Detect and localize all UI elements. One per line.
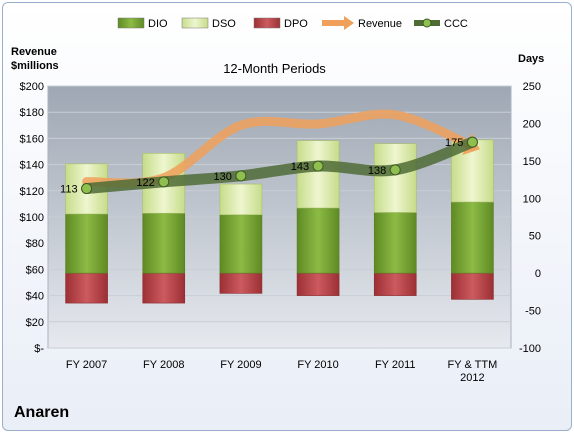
legend-label: DSO — [212, 18, 236, 30]
category-label: FY & TTM — [448, 359, 498, 371]
ccc-data-label: 175 — [445, 137, 463, 149]
legend-label: Revenue — [358, 18, 402, 30]
left-tick-label: $200 — [20, 81, 44, 93]
legend-label: DPO — [284, 18, 308, 30]
category-label: 2012 — [460, 372, 484, 384]
ccc-marker — [466, 136, 478, 148]
dio-bar — [451, 201, 494, 274]
legend: DIO DSO DPO Revenue CCC — [117, 16, 468, 30]
gridlines — [48, 85, 511, 349]
right-tick-label: -50 — [525, 306, 541, 318]
line-series: 113 122 130 143 138 175 — [60, 109, 480, 196]
dpo-bar — [219, 272, 263, 294]
ccc-data-label: 122 — [136, 177, 154, 189]
category-label: FY 2008 — [143, 359, 184, 371]
ccc-marker — [235, 170, 247, 182]
ccc-marker — [81, 183, 93, 195]
left-axis-title-line: $millions — [11, 60, 59, 72]
dpo-bar — [451, 272, 494, 300]
right-tick-label: 0 — [535, 268, 541, 280]
left-tick-label: $140 — [20, 160, 44, 172]
legend-swatch — [181, 17, 209, 29]
category-label: FY 2010 — [297, 359, 338, 371]
right-tick-label: 150 — [523, 156, 541, 168]
left-tick-label: $100 — [20, 212, 44, 224]
left-tick-label: $120 — [20, 186, 44, 198]
ccc-data-label: 138 — [368, 165, 386, 177]
dpo-bar — [142, 272, 186, 304]
left-tick-label: $180 — [20, 107, 44, 119]
ccc-marker — [312, 160, 324, 172]
left-tick-label: $80 — [26, 238, 44, 250]
dso-bar — [296, 140, 340, 209]
legend-marker — [422, 18, 432, 28]
dpo-bar — [296, 272, 340, 296]
legend-swatch — [117, 17, 145, 29]
ccc-marker — [158, 176, 170, 188]
chart-title: 12-Month Periods — [223, 61, 326, 76]
left-axis-title-line: Revenue — [11, 46, 57, 58]
dpo-bar — [65, 272, 108, 304]
category-label: FY 2011 — [375, 359, 416, 371]
dio-bar — [296, 207, 340, 274]
ccc-line — [81, 136, 478, 195]
left-tick-label: $160 — [20, 133, 44, 145]
company-name: Anaren — [14, 404, 70, 421]
left-tick-label: $20 — [26, 317, 44, 329]
ccc-data-label: 143 — [291, 161, 309, 173]
right-tick-label: 100 — [523, 193, 541, 205]
dio-bar — [373, 212, 417, 274]
axes: $- $20 $40 $60 $80 $100 $120 $140 $160 $180 $200 -1… — [20, 81, 541, 384]
right-tick-label: -100 — [519, 343, 541, 355]
legend-swatch — [253, 17, 281, 29]
dio-bar — [219, 214, 263, 274]
dso-bar — [219, 183, 263, 216]
left-tick-label: $40 — [26, 291, 44, 303]
dso-bar — [373, 143, 417, 213]
left-tick-label: $60 — [26, 264, 44, 276]
dio-bar — [142, 212, 186, 274]
legend-label: CCC — [444, 18, 468, 30]
dio-bar — [65, 213, 108, 274]
ccc-marker — [389, 164, 401, 176]
category-label: FY 2009 — [220, 359, 261, 371]
left-axis-title: Revenue $millions — [11, 46, 59, 72]
left-tick-label: $- — [34, 343, 44, 355]
right-axis-title: Days — [518, 53, 544, 65]
right-tick-label: 250 — [523, 81, 541, 93]
dpo-bar — [373, 272, 417, 296]
legend-label: DIO — [148, 18, 168, 30]
ccc-data-label: 113 — [60, 184, 78, 196]
category-label: FY 2007 — [66, 359, 107, 371]
ccc-data-label: 130 — [214, 171, 232, 183]
legend-arrow — [344, 16, 354, 30]
right-tick-label: 50 — [529, 231, 541, 243]
right-tick-label: 200 — [523, 118, 541, 130]
